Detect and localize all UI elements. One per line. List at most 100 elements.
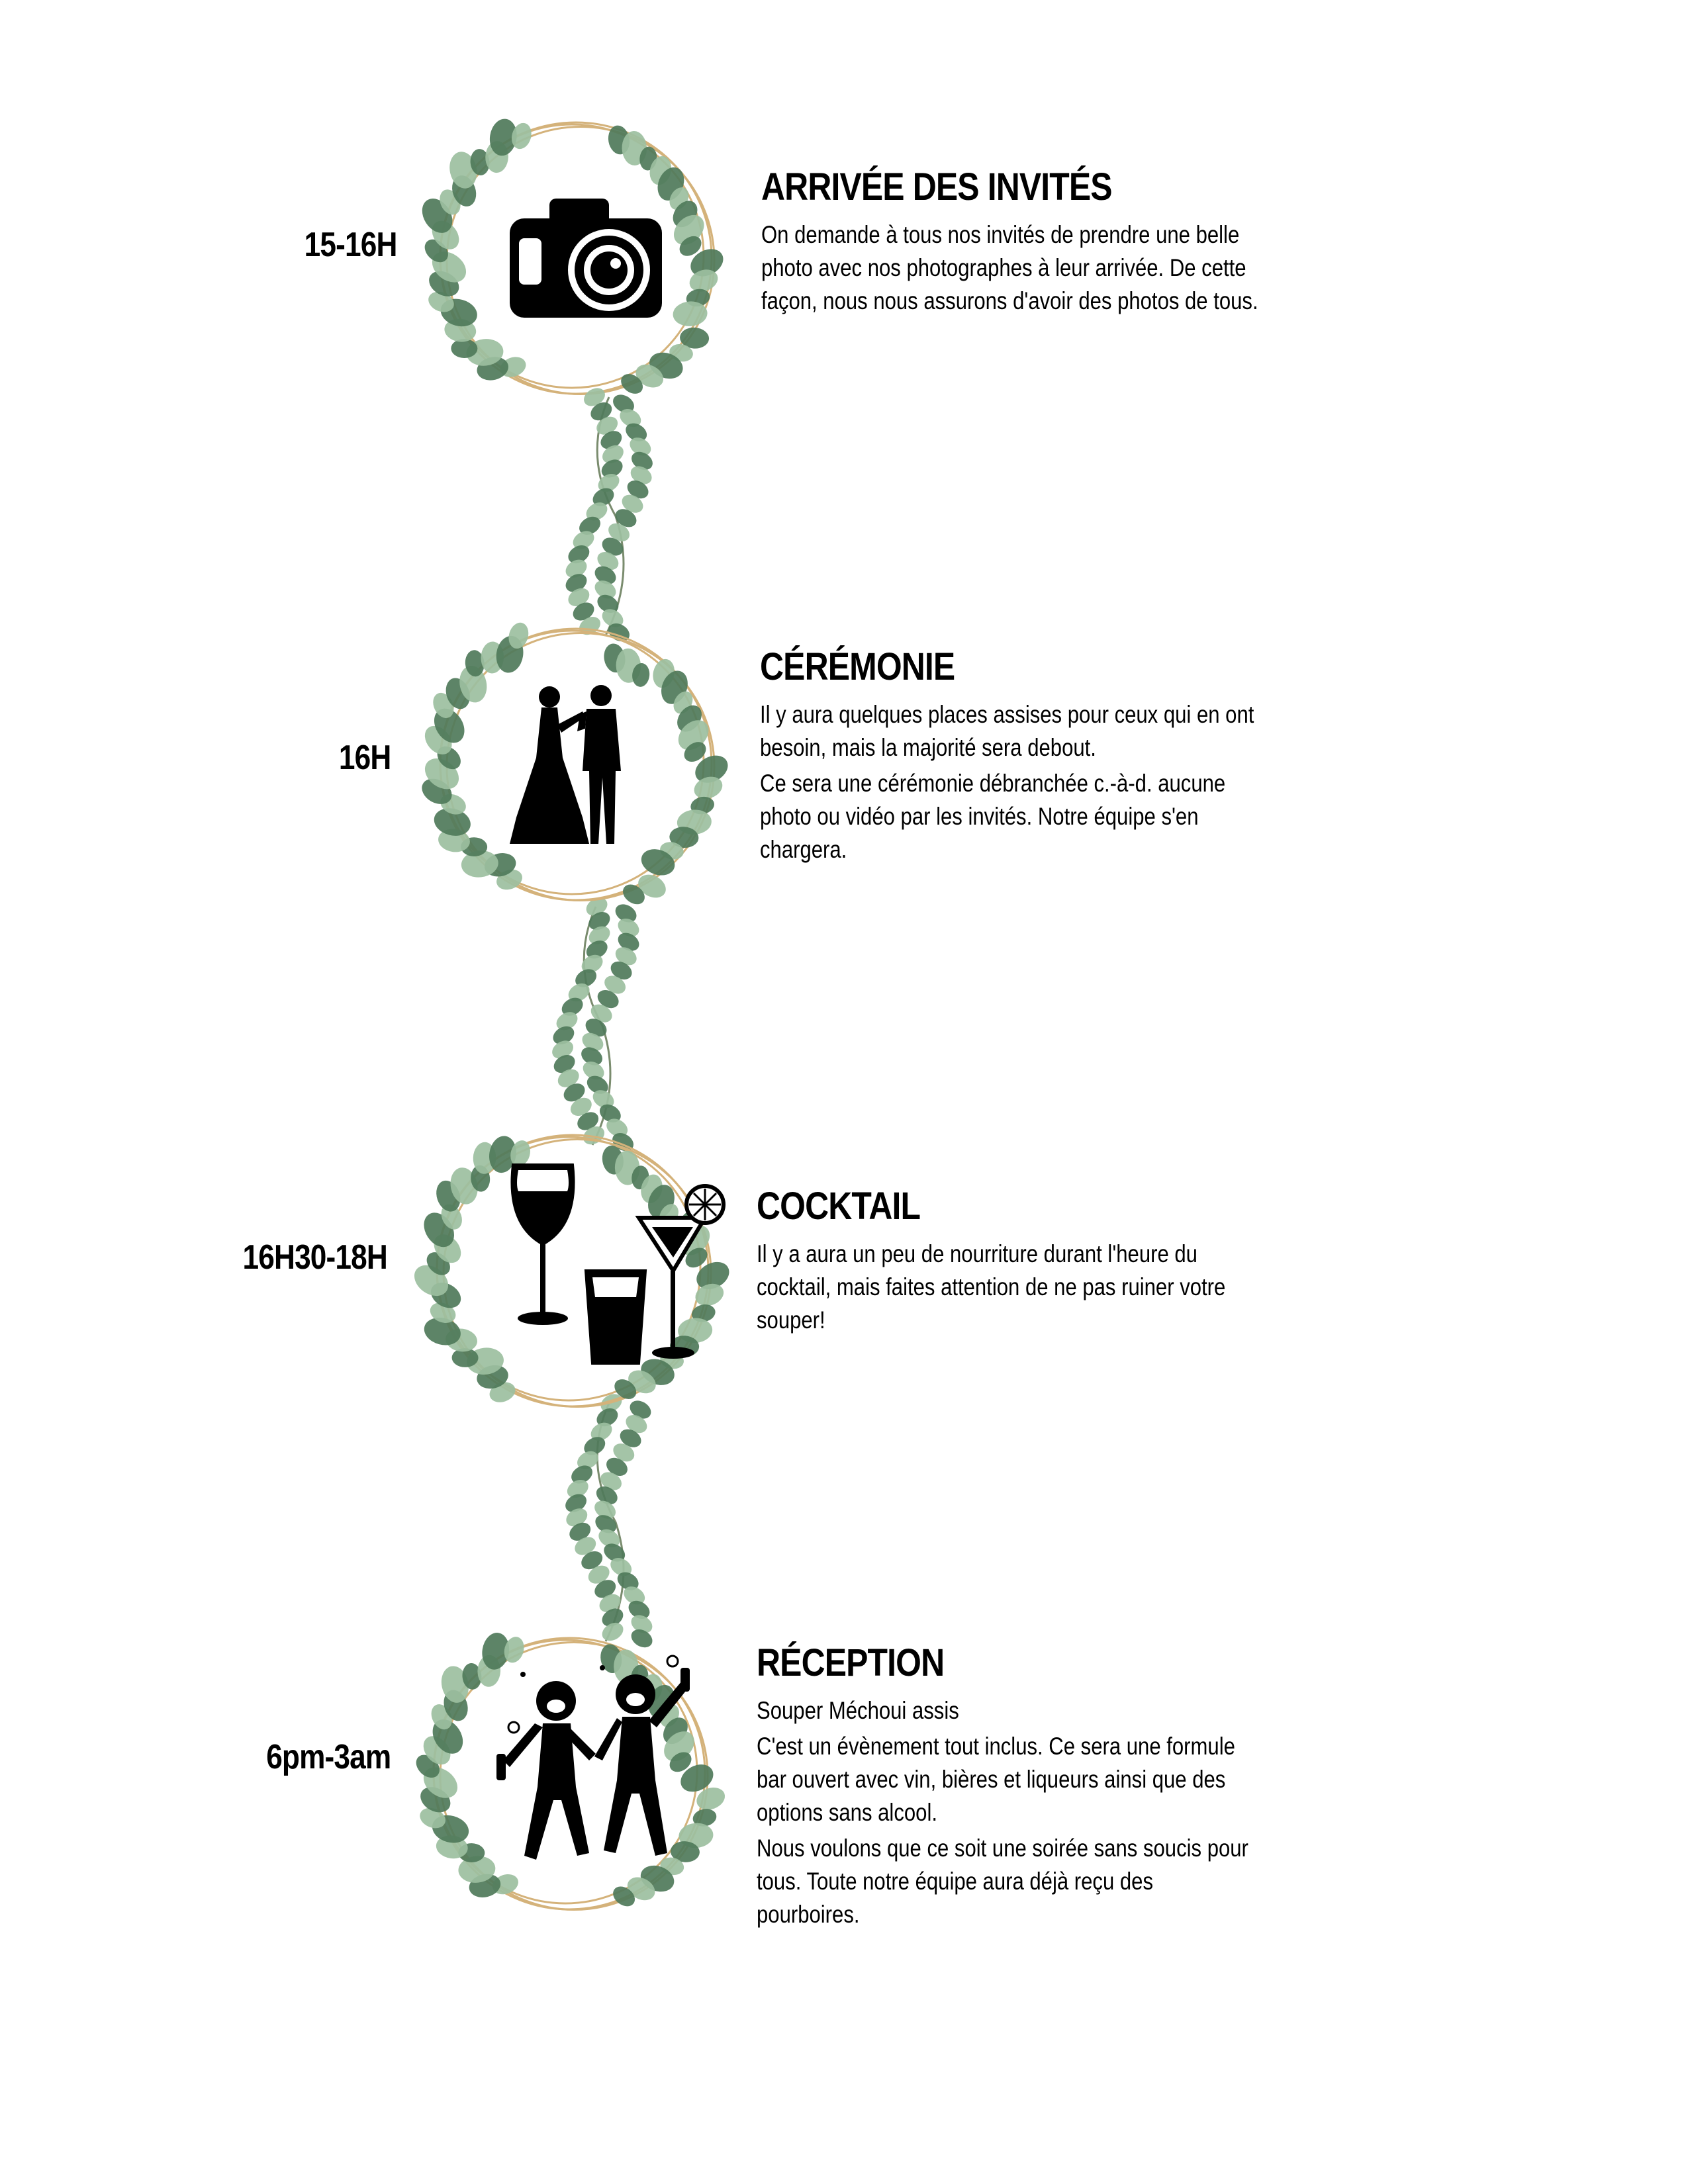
eucalyptus-leaf <box>594 1580 616 1598</box>
eucalyptus-leaf <box>582 1032 604 1051</box>
eucalyptus-leaf <box>588 1565 610 1584</box>
eucalyptus-leaf <box>606 1118 628 1137</box>
eucalyptus-leaf <box>608 523 630 541</box>
eucalyptus-wreath <box>387 1112 758 1430</box>
eucalyptus-leaf <box>602 1623 624 1641</box>
event-description: C'est un évènement tout inclus. Ce sera … <box>757 1733 1235 1826</box>
eucalyptus-leaf <box>623 884 645 905</box>
eucalyptus-leaf <box>592 488 614 506</box>
eucalyptus-leaf <box>626 423 647 441</box>
eucalyptus-leaf <box>565 1494 587 1512</box>
eucalyptus-leaf <box>596 416 618 435</box>
eucalyptus-leaf <box>692 1304 716 1322</box>
eucalyptus-leaf <box>565 559 587 578</box>
eucalyptus-leaf <box>449 152 477 189</box>
event-description: Ce sera une cérémonie débranchée c.-à-d.… <box>760 770 1226 863</box>
eucalyptus-leaf <box>590 402 612 421</box>
eucalyptus-leaf <box>438 829 470 852</box>
eucalyptus-leaf <box>428 291 454 312</box>
eucalyptus-leaf <box>602 1608 624 1627</box>
eucalyptus-leaf <box>680 327 710 349</box>
eucalyptus-leaf <box>584 388 605 406</box>
eucalyptus-leaf <box>669 827 699 848</box>
eucalyptus-leaf <box>568 588 590 606</box>
eucalyptus-leaf <box>613 1443 635 1462</box>
eucalyptus-leaf <box>690 249 724 277</box>
eucalyptus-leaf <box>626 1415 647 1433</box>
eucalyptus-leaf <box>604 976 626 994</box>
eucalyptus-leaf <box>685 1248 708 1268</box>
event-reception: 6pm-3am <box>0 1615 1688 1933</box>
eucalyptus-leaf <box>594 566 616 584</box>
eucalyptus-leaf <box>679 236 702 256</box>
eucalyptus-leaf <box>511 122 532 150</box>
eucalyptus-leaf <box>613 1886 635 1907</box>
event-description: Nous voulons que ce soit une soirée sans… <box>757 1835 1248 1928</box>
eucalyptus-leaf <box>451 1348 479 1367</box>
eucalyptus-leaf <box>594 580 616 599</box>
eucalyptus-leaf <box>586 502 608 521</box>
event-title: ARRIVÉE DES INVITÉS <box>761 165 1113 208</box>
eucalyptus-leaf <box>630 466 652 484</box>
eucalyptus-leaf <box>599 1594 621 1612</box>
eucalyptus-leaf <box>600 431 622 449</box>
eucalyptus-leaf <box>581 1551 603 1570</box>
eucalyptus-leaf <box>641 849 675 876</box>
event-time: 16H30-18H <box>242 1238 388 1277</box>
eucalyptus-leaf <box>567 1480 588 1498</box>
eucalyptus-leaf <box>597 552 619 570</box>
eucalyptus-leaf <box>568 545 590 564</box>
event-title: CÉRÉMONIE <box>760 645 955 688</box>
event-time: 15-16H <box>305 226 398 264</box>
couple-icon <box>510 685 621 844</box>
eucalyptus-leaf <box>695 1283 724 1306</box>
eucalyptus-leaf <box>510 1140 530 1167</box>
eucalyptus-leaf <box>575 969 597 987</box>
eucalyptus-leaf <box>461 850 498 878</box>
eucalyptus-leaf <box>573 531 594 549</box>
eucalyptus-vine-connector <box>543 1394 675 1648</box>
eucalyptus-leaf <box>569 1522 591 1541</box>
event-title: RÉCEPTION <box>757 1641 945 1684</box>
event-description: On demande à tous nos invités de prendre… <box>761 221 1258 314</box>
eucalyptus-leaf <box>571 1465 592 1484</box>
eucalyptus-leaf <box>441 1204 462 1230</box>
eucalyptus-leaf <box>597 594 619 613</box>
eucalyptus-leaf <box>553 1026 575 1044</box>
eucalyptus-leaf <box>583 1062 604 1080</box>
event-details: CÉRÉMONIE Il y aura quelques places assi… <box>760 645 1263 869</box>
event-details: COCKTAIL Il y a aura un peu de nourritur… <box>757 1185 1260 1340</box>
eucalyptus-leaf <box>434 708 465 743</box>
eucalyptus-leaf <box>601 459 623 478</box>
eucalyptus-leaf <box>606 1457 628 1476</box>
event-description: Il y a aura un peu de nourriture durant … <box>757 1240 1226 1334</box>
eucalyptus-leaf <box>596 1486 618 1505</box>
eucalyptus-leaf <box>604 1543 626 1562</box>
eucalyptus-leaf <box>615 947 637 966</box>
eucalyptus-leaf <box>617 1572 639 1590</box>
eucalyptus-leaf <box>615 904 637 923</box>
eucalyptus-leaf <box>465 650 485 677</box>
eucalyptus-leaf <box>588 912 610 931</box>
event-cocktail: 16H30-18H <box>0 1112 1688 1430</box>
eucalyptus-leaf <box>592 1090 614 1109</box>
eucalyptus-leaf <box>628 1600 650 1619</box>
event-description: Souper Méchoui assis <box>757 1697 959 1724</box>
eucalyptus-leaf <box>552 1040 573 1059</box>
eucalyptus-leaf <box>680 1764 714 1792</box>
camera-icon <box>510 199 662 318</box>
eucalyptus-leaf <box>595 1515 617 1533</box>
eucalyptus-leaf <box>631 1615 653 1633</box>
event-description: Il y aura quelques places assises pour c… <box>760 701 1254 761</box>
eucalyptus-leaf <box>577 1451 598 1469</box>
eucalyptus-leaf <box>420 1807 445 1829</box>
event-details: ARRIVÉE DES INVITÉS On demande à tous no… <box>761 165 1264 320</box>
eucalyptus-leaf <box>462 1662 482 1690</box>
eucalyptus-leaf <box>696 1788 726 1810</box>
eucalyptus-leaf <box>694 776 723 799</box>
eucalyptus-vine-connector <box>543 388 675 642</box>
eucalyptus-leaf <box>673 301 708 326</box>
eucalyptus-leaf <box>566 1508 588 1527</box>
eucalyptus-leaf <box>632 451 653 470</box>
